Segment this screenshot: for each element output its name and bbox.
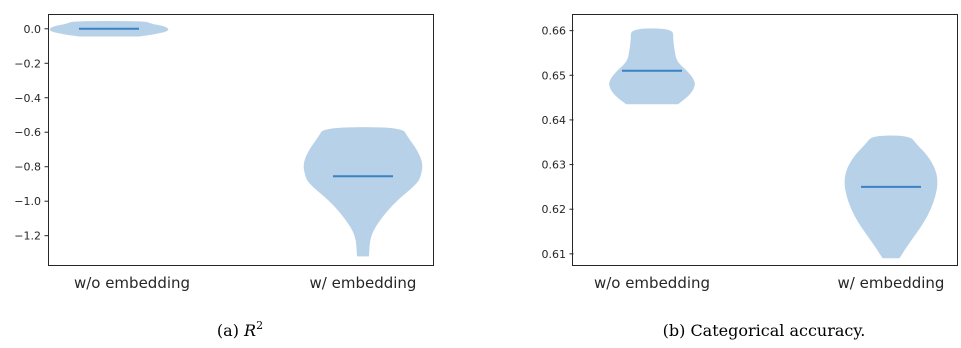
panel-b-ytick-label-2: 0.63 [542,159,567,172]
panel-b-violins [609,28,938,259]
panel-a-ytick-label-6: −1.2 [14,230,41,243]
panel-a-category-label-1: w/ embedding [310,274,417,292]
panel-a-violins [49,21,423,257]
panel-a-ytick-label-2: −0.4 [14,92,41,105]
panel-b-caption: (b) Categorical accuracy. [663,321,866,340]
panel-b: 0.61 0.62 0.63 0.64 0.65 0.66 w/o embedding w… [542,14,958,340]
panel-a-category-label-0: w/o embedding [74,274,190,292]
panel-a-caption-superscript: 2 [256,319,263,332]
panel-b-ytick-label-5: 0.66 [542,25,567,38]
panel-a-ytick-label-1: −0.2 [14,57,41,70]
panel-b-category-label-0: w/o embedding [594,274,710,292]
panel-b-caption-text: Categorical accuracy. [690,321,865,340]
panel-a-axes-frame [48,14,434,266]
panel-b-axes-frame [572,14,958,266]
panel-a-ytick-label-5: −1.0 [14,195,41,208]
panel-a: 0.0 −0.2 −0.4 −0.6 −0.8 −1.0 −1.2 w/o embeddin… [14,14,434,340]
panel-a-caption-symbol: R [243,321,256,340]
panel-b-caption-prefix: (b) [663,321,691,340]
panel-a-yticks: 0.0 −0.2 −0.4 −0.6 −0.8 −1.0 −1.2 [14,23,49,243]
panel-b-category-label-1: w/ embedding [838,274,945,292]
panel-b-ytick-label-0: 0.61 [542,248,567,261]
panel-b-ytick-label-3: 0.64 [542,114,567,127]
panel-a-caption: (a) R2 [217,319,263,340]
panel-a-ytick-label-4: −0.8 [14,161,41,174]
panel-b-ytick-label-4: 0.65 [542,69,567,82]
panel-b-ytick-label-1: 0.62 [542,203,567,216]
panel-b-violin-0 [609,28,695,105]
panel-a-ytick-label-0: 0.0 [24,23,42,36]
panel-a-caption-prefix: (a) [217,321,244,340]
panel-b-violin-1 [844,135,938,259]
panel-b-yticks: 0.61 0.62 0.63 0.64 0.65 0.66 [542,25,574,261]
panel-a-ytick-label-3: −0.6 [14,126,41,139]
panel-a-violin-1 [303,127,423,257]
